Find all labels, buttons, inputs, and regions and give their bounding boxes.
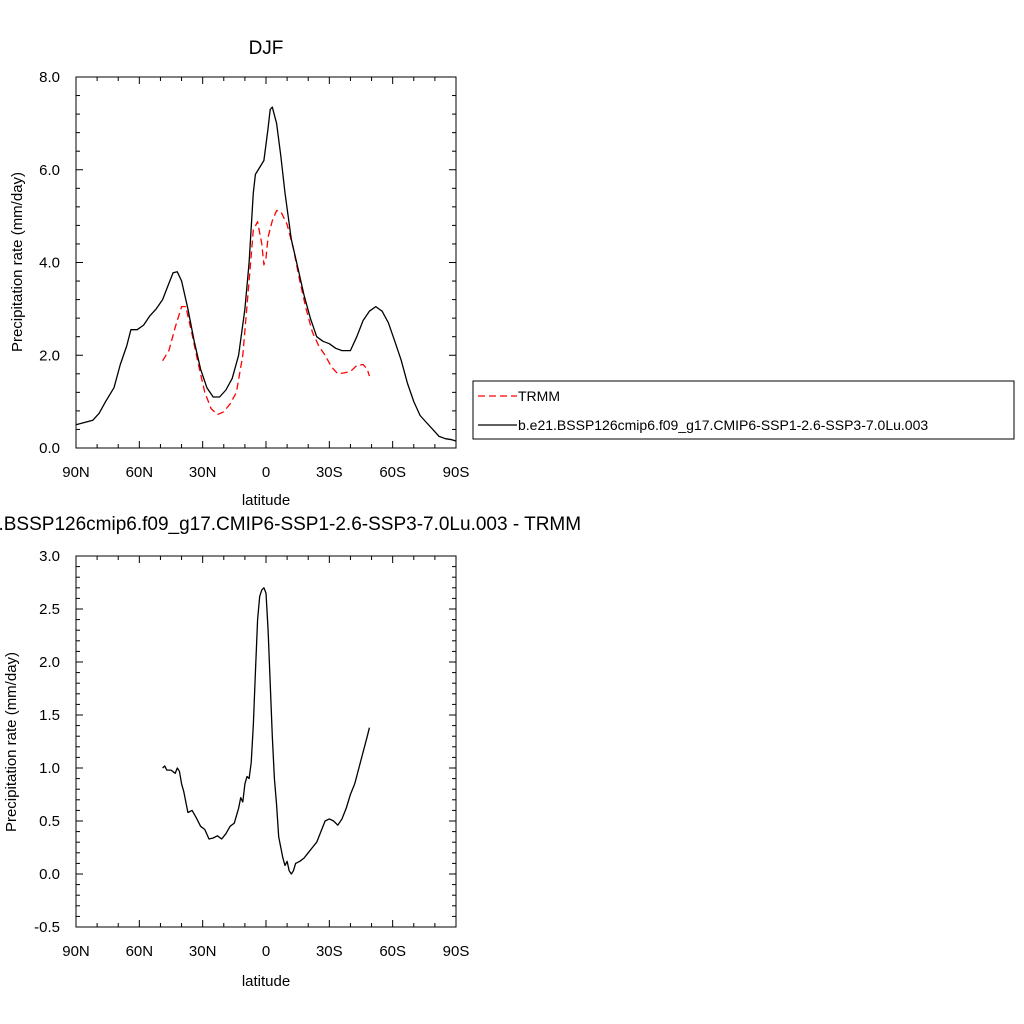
bottom-chart-series: [162, 587, 371, 875]
y-tick-label: 2.0: [39, 347, 60, 364]
x-tick-label: 90S: [443, 943, 470, 960]
top-chart-y-tick-labels: 0.0 2.0 4.0 6.0 8.0: [39, 69, 60, 457]
bottom-panel-difference-chart: b.e21.BSSP126cmip6.f09_g17.CMIP6-SSP1-2.…: [0, 514, 581, 990]
y-tick-label: 6.0: [39, 162, 60, 179]
legend-box: [472, 380, 1015, 440]
top-chart-series: [75, 106, 457, 442]
x-tick-label: 60N: [126, 464, 154, 481]
series-line-difference: [162, 587, 371, 875]
y-tick-label: 3.0: [39, 548, 60, 565]
y-tick-label: 0.0: [39, 866, 60, 883]
top-chart-x-tick-labels: 90N 60N 30N 0 30S 60S 90S: [62, 464, 469, 481]
y-tick-label: 2.5: [39, 601, 60, 618]
y-tick-label: 0.5: [39, 813, 60, 830]
x-tick-label: 60S: [379, 943, 406, 960]
legend-label-model: b.e21.BSSP126cmip6.f09_g17.CMIP6-SSP1-2.…: [518, 417, 928, 433]
x-tick-label: 30S: [316, 943, 343, 960]
bottom-chart-ticks: [75, 555, 457, 928]
y-tick-label: 8.0: [39, 69, 60, 86]
top-chart-legend: TRMM b.e21.BSSP126cmip6.f09_g17.CMIP6-SS…: [472, 380, 1015, 440]
top-chart-frame: [75, 76, 457, 449]
x-tick-label: 30N: [189, 464, 217, 481]
bottom-chart-x-tick-labels: 90N 60N 30N 0 30S 60S 90S: [62, 943, 469, 960]
bottom-chart-y-axis-label: Precipitation rate (mm/day): [3, 652, 20, 832]
x-tick-label: 30S: [316, 464, 343, 481]
x-tick-label: 30N: [189, 943, 217, 960]
top-panel-djf-chart: DJF 90N 60N 30N 0 30S 60S 90S 0.02.04.06.08.0 …: [9, 38, 469, 509]
y-tick-label: 1.0: [39, 760, 60, 777]
y-tick-label: 1.5: [39, 707, 60, 724]
x-tick-label: 60N: [126, 943, 154, 960]
legend-label-trmm: TRMM: [518, 388, 560, 404]
x-tick-label: 90N: [62, 464, 90, 481]
x-tick-label: 90S: [443, 464, 470, 481]
y-tick-label: -0.5: [34, 919, 60, 936]
x-tick-label: 60S: [379, 464, 406, 481]
series-line-trmm: [162, 209, 371, 416]
top-chart-x-axis-label: latitude: [242, 492, 290, 509]
series-line-model: [75, 106, 457, 442]
bottom-chart-x-axis-label: latitude: [242, 973, 290, 990]
y-tick-label: 2.0: [39, 654, 60, 671]
bottom-chart-title: b.e21.BSSP126cmip6.f09_g17.CMIP6-SSP1-2.…: [0, 514, 581, 535]
y-tick-label: 0.0: [39, 440, 60, 457]
top-chart-title: DJF: [249, 38, 284, 59]
x-tick-label: 0: [262, 464, 270, 481]
x-tick-label: 0: [262, 943, 270, 960]
bottom-chart-y-tick-labels: -0.5 0.0 0.5 1.0 1.5 2.0 2.5 3.0: [34, 548, 60, 936]
bottom-chart-frame: [75, 555, 457, 928]
x-tick-label: 90N: [62, 943, 90, 960]
y-tick-label: 4.0: [39, 255, 60, 272]
top-chart-y-axis-label: Precipitation rate (mm/day): [9, 172, 26, 352]
